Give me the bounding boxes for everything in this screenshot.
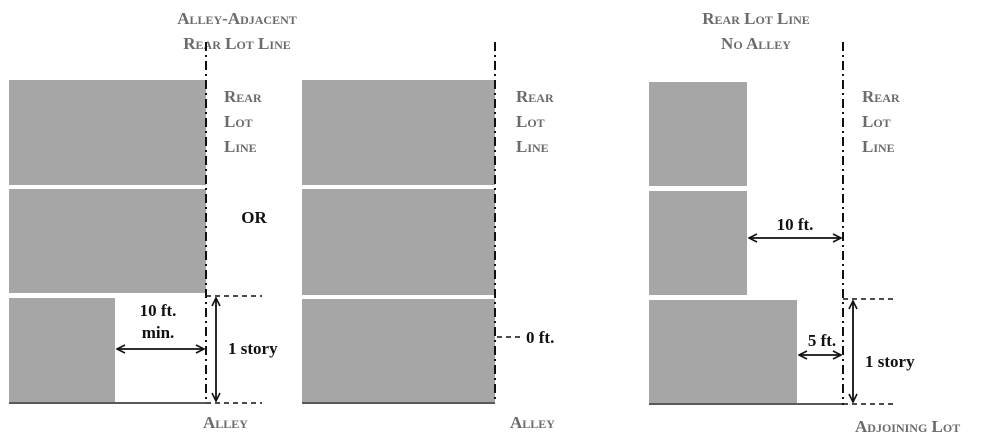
alley-label-middle: Alley xyxy=(510,413,555,432)
heading-no-alley: No Alley xyxy=(721,34,791,53)
rear-lot-line-label-3c: Line xyxy=(862,137,895,156)
panel-no-alley: 10 ft. 5 ft. 1 story Rear Lot Line Adjoi… xyxy=(649,42,960,436)
zero-ft-label: 0 ft. xyxy=(526,328,554,347)
rear-lot-line-label-2c: Line xyxy=(516,137,549,156)
setback-min-label: min. xyxy=(142,323,175,342)
setback-5ft-label: 5 ft. xyxy=(808,331,836,350)
building-floor-ground xyxy=(649,300,797,403)
panel-alley-setback: 10 ft. min. 1 story Rear Lot Line OR All… xyxy=(9,42,278,432)
panel-alley-zero-setback: 0 ft. Rear Lot Line Alley xyxy=(302,42,555,432)
one-story-label-right: 1 story xyxy=(865,352,915,371)
setback-10ft-label-right: 10 ft. xyxy=(777,215,814,234)
heading-rear-lot-line-right: Rear Lot Line xyxy=(702,9,809,28)
rear-lot-line-label-2a: Rear xyxy=(516,87,554,106)
adjoining-lot-label: Adjoining Lot xyxy=(855,417,960,436)
or-label: OR xyxy=(241,208,267,227)
setback-10ft-label: 10 ft. xyxy=(140,301,177,320)
rear-lot-line-label-2b: Lot xyxy=(516,112,545,131)
building-floor-top xyxy=(302,80,495,185)
building-floor-middle xyxy=(302,189,495,295)
rear-lot-line-label-3b: Lot xyxy=(862,112,891,131)
building-floor-top xyxy=(9,80,206,185)
building-floor-ground xyxy=(9,298,115,402)
heading-alley-adjacent: Alley-Adjacent xyxy=(177,9,297,28)
alley-label-left: Alley xyxy=(203,413,248,432)
building-floor-middle xyxy=(9,189,206,293)
rear-lot-line-label-1b: Lot xyxy=(224,112,253,131)
one-story-label: 1 story xyxy=(228,339,278,358)
rear-lot-line-label-1c: Line xyxy=(224,137,257,156)
rear-lot-line-label-1a: Rear xyxy=(224,87,262,106)
rear-lot-line-label-3a: Rear xyxy=(862,87,900,106)
building-floor-top xyxy=(649,82,747,186)
building-floor-ground xyxy=(302,299,495,402)
building-floor-middle xyxy=(649,191,747,295)
heading-rear-lot-line-left: Rear Lot Line xyxy=(183,34,290,53)
